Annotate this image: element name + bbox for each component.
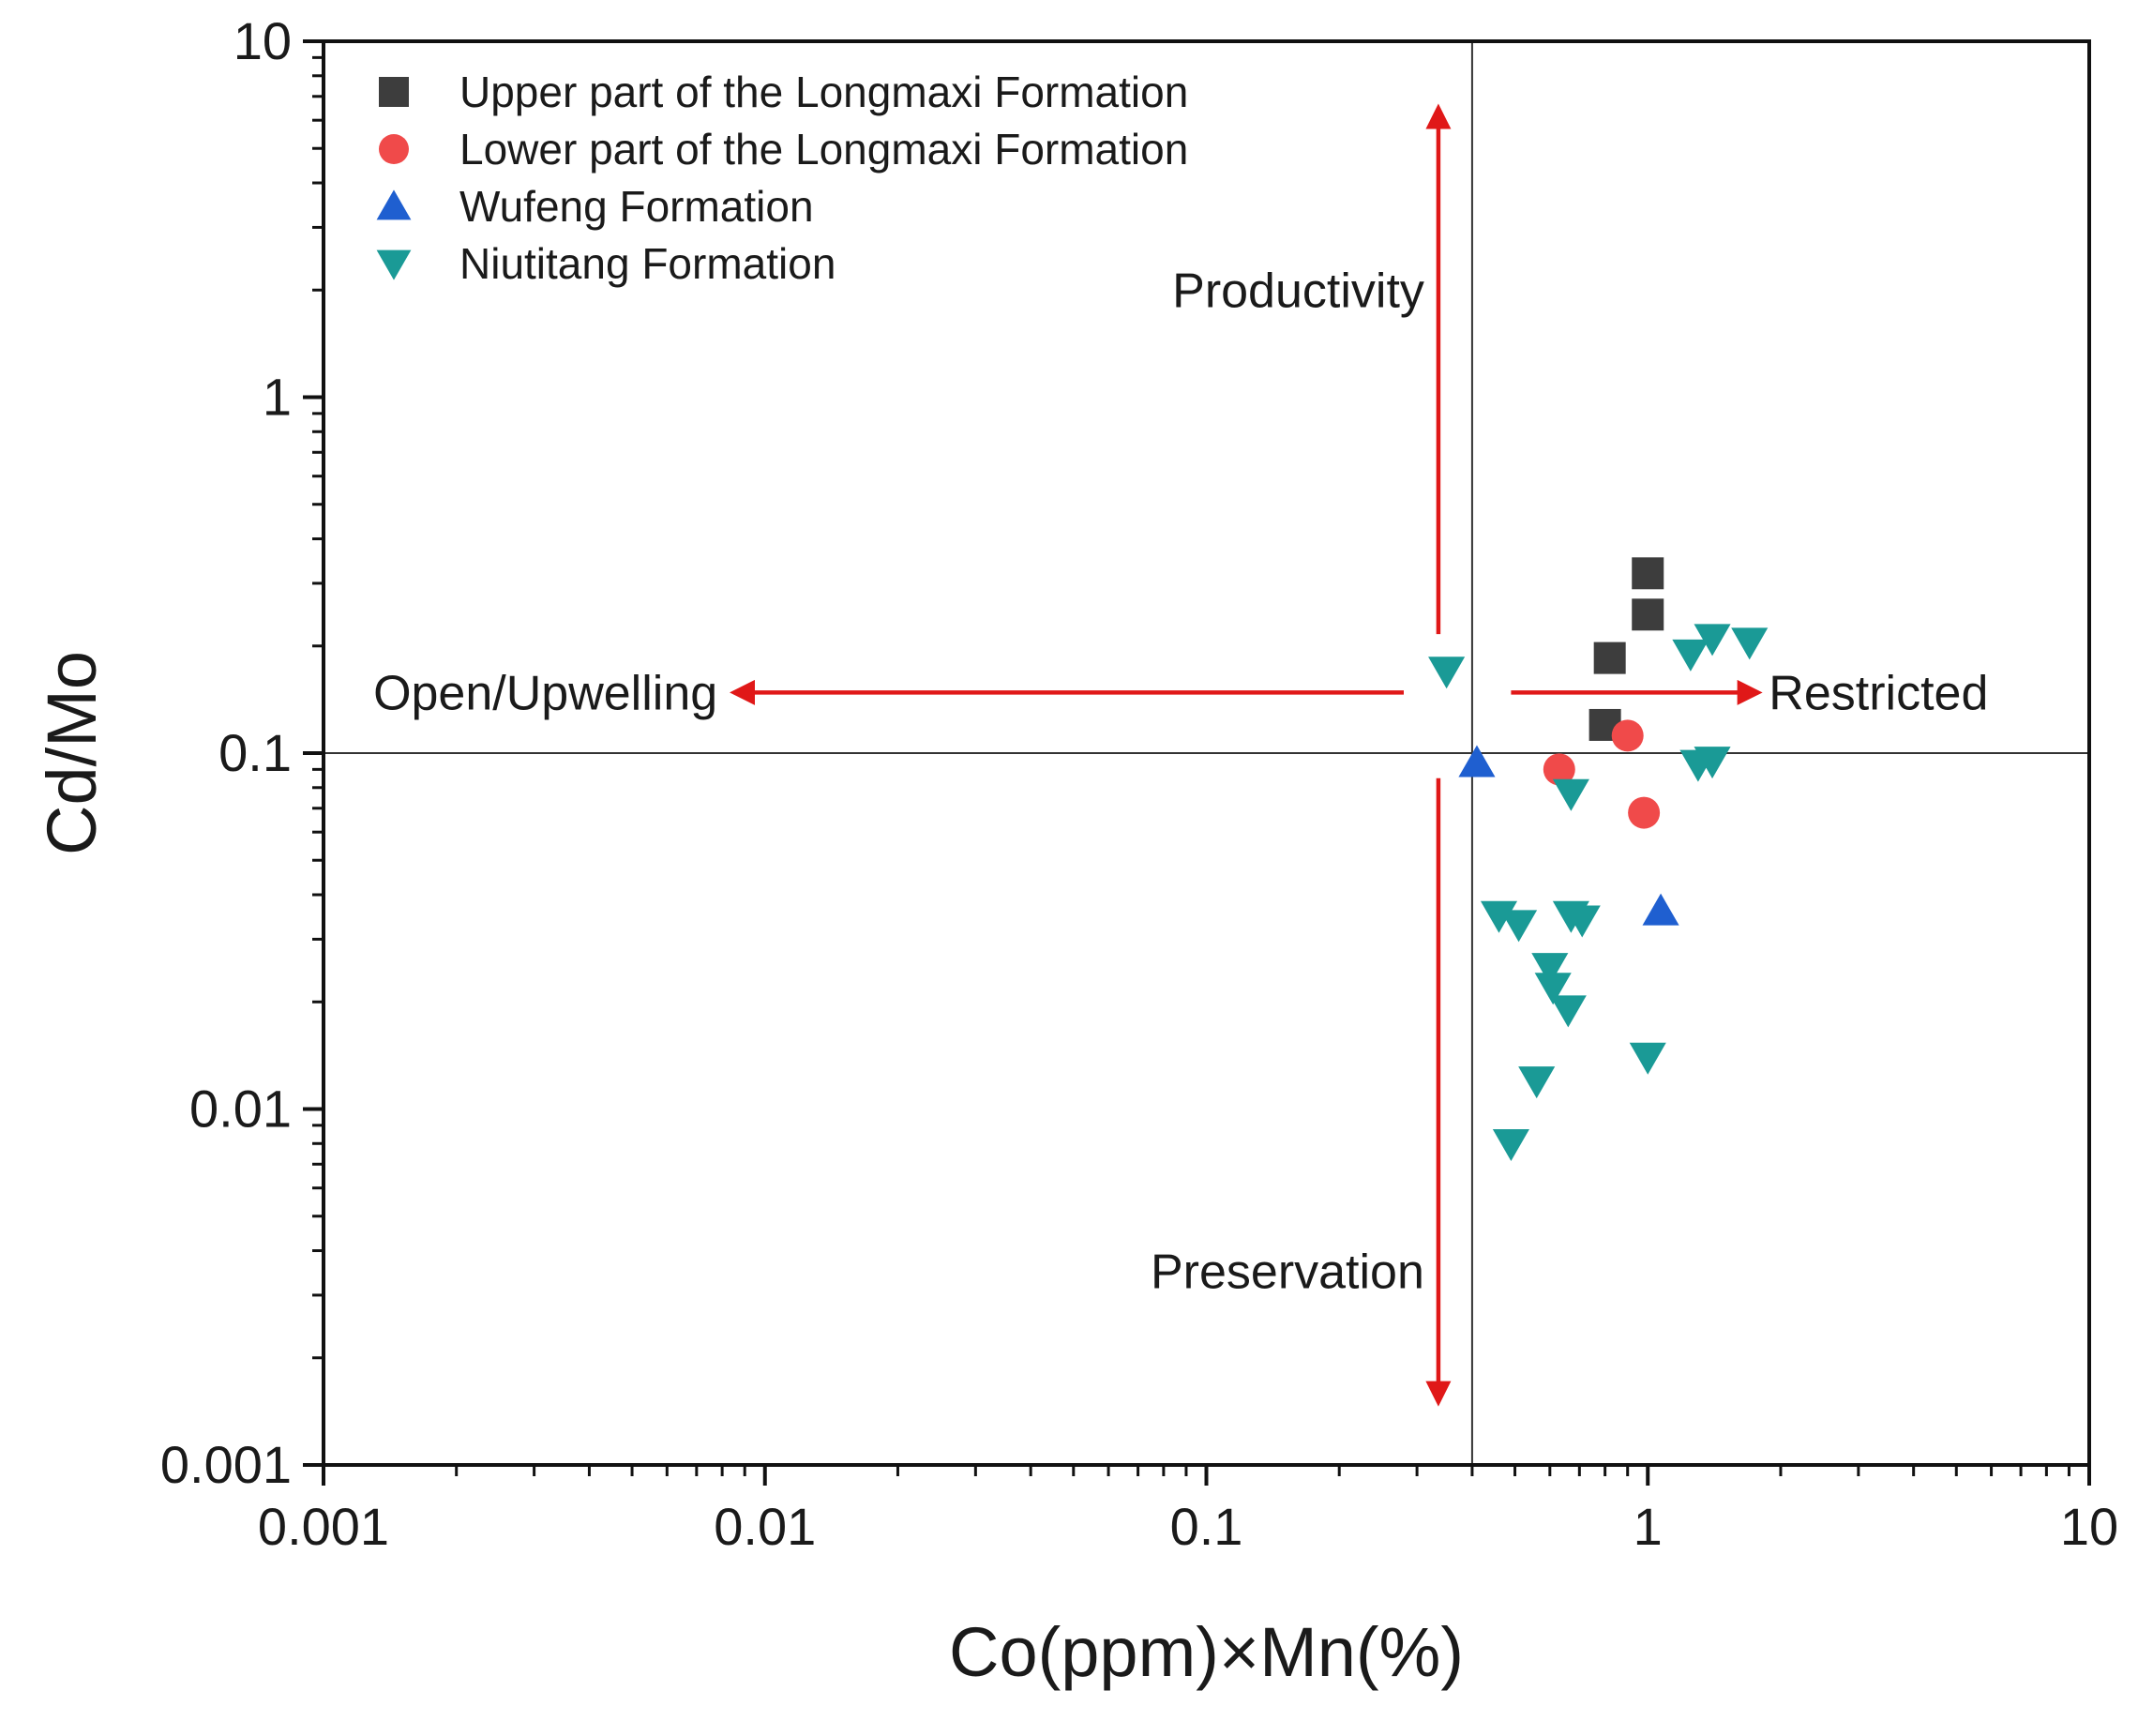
- annotation-up: Productivity: [1172, 264, 1424, 318]
- series-0: [1588, 557, 1664, 741]
- x-axis-title: Co(ppm)×Mn(%): [949, 1613, 1464, 1691]
- reference-lines: [324, 41, 2089, 1465]
- data-point: [1632, 557, 1664, 590]
- data-point: [1593, 642, 1626, 674]
- data-point: [1611, 719, 1644, 752]
- annotation-left: Open/Upwelling: [373, 666, 717, 720]
- legend-label: Upper part of the Longmaxi Formation: [459, 68, 1188, 116]
- data-point: [1632, 598, 1664, 631]
- data-point: [1642, 893, 1679, 926]
- y-tick-label: 1: [263, 368, 292, 427]
- y-axis-title: Cd/Mo: [33, 651, 111, 855]
- series-1: [1543, 719, 1661, 829]
- data-point: [1518, 1066, 1556, 1099]
- data-point: [1694, 747, 1731, 779]
- legend-item: Lower part of the Longmaxi Formation: [379, 125, 1188, 174]
- data-point: [1672, 639, 1709, 672]
- data-point: [1458, 745, 1496, 777]
- data-point: [1552, 778, 1589, 811]
- y-tick-label: 0.1: [218, 723, 292, 782]
- x-tick-label: 10: [2060, 1497, 2118, 1556]
- annotation-arrows: [730, 103, 1763, 1407]
- annotation-down: Preservation: [1151, 1245, 1424, 1300]
- legend-marker: [376, 189, 412, 220]
- x-tick-label: 0.001: [258, 1497, 389, 1556]
- data-point: [1534, 973, 1572, 1005]
- legend-marker: [379, 134, 409, 164]
- y-tick-label: 0.001: [160, 1435, 292, 1494]
- annotation-right: Restricted: [1769, 666, 1988, 720]
- data-points: [1428, 557, 1769, 1161]
- legend-item: Wufeng Formation: [376, 182, 814, 231]
- y-tick-label: 10: [233, 11, 292, 70]
- data-point: [1492, 1128, 1529, 1161]
- data-point: [1428, 657, 1466, 689]
- legend-label: Wufeng Formation: [459, 182, 814, 231]
- series-3: [1428, 624, 1769, 1161]
- series-2: [1458, 745, 1679, 926]
- legend-marker: [379, 77, 409, 107]
- legend: Upper part of the Longmaxi Formation Lowe…: [376, 68, 1188, 288]
- x-tick-label: 0.01: [714, 1497, 816, 1556]
- data-point: [1549, 995, 1587, 1028]
- legend-item: Upper part of the Longmaxi Formation: [379, 68, 1188, 116]
- data-point: [1531, 953, 1569, 986]
- tick-labels: 0.001 0.01 0.1 1 10 0.001 0.01 0.1 1 10: [160, 11, 2118, 1556]
- legend-label: Lower part of the Longmaxi Formation: [459, 125, 1188, 174]
- data-point: [1731, 627, 1769, 660]
- x-tick-label: 0.1: [1170, 1497, 1243, 1556]
- data-point: [1500, 910, 1538, 943]
- annotation-labels: Productivity Preservation Open/Upwelling Re…: [373, 264, 1988, 1299]
- data-point: [1480, 900, 1518, 933]
- legend-item: Niutitang Formation: [376, 239, 836, 288]
- data-point: [1629, 1042, 1666, 1075]
- legend-label: Niutitang Formation: [459, 239, 836, 288]
- data-point: [1543, 753, 1575, 786]
- y-tick-label: 0.01: [189, 1079, 292, 1139]
- data-point: [1563, 905, 1601, 938]
- data-point: [1694, 624, 1731, 657]
- axis-ticks: [303, 39, 2091, 1486]
- legend-marker: [376, 249, 412, 280]
- data-point: [1628, 796, 1661, 829]
- x-tick-label: 1: [1634, 1497, 1663, 1556]
